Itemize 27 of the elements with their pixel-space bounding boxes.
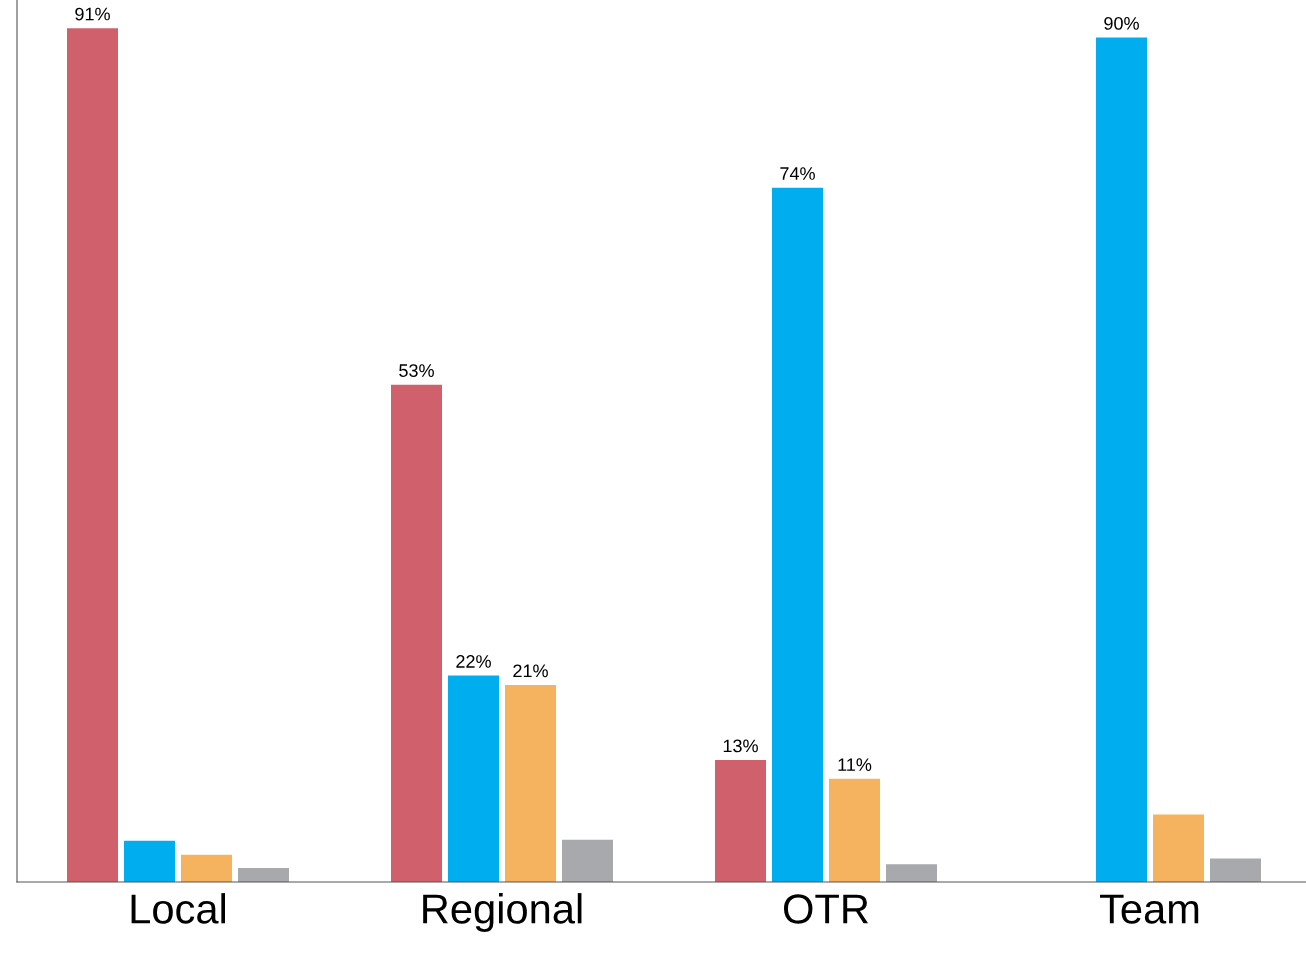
x-tick-label: Team [1100,894,1199,924]
data-label: 22% [456,655,491,668]
bar [505,684,556,882]
x-tick-label: Regional [423,893,582,932]
data-label: 11% [838,758,872,771]
bar [1096,37,1147,882]
bar [1210,858,1261,882]
bar [448,675,499,882]
bar [772,187,823,882]
bar [829,778,880,882]
data-label: 13% [723,739,758,753]
data-label: 91% [75,7,110,21]
bar [391,384,442,882]
data-label: 21% [513,664,548,678]
bar [181,854,232,882]
bar [715,760,766,882]
data-label: 90% [1104,17,1139,30]
bar [1153,814,1204,882]
bar [562,839,613,882]
bar [124,840,175,882]
data-label: 74% [780,167,815,180]
bar [67,28,118,882]
x-tick-label: Local [131,893,226,924]
data-label: 53% [399,364,434,377]
bar [238,867,289,882]
x-tick-label: OTR [784,894,869,924]
bar [886,864,937,882]
